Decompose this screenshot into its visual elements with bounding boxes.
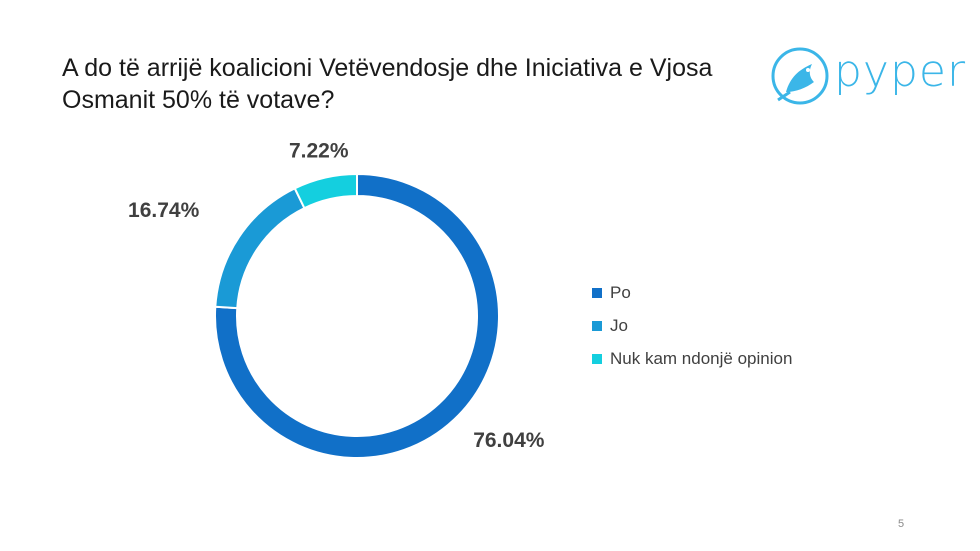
donut-slice-po bbox=[214, 172, 500, 459]
legend-label: Nuk kam ndonjë opinion bbox=[610, 348, 793, 368]
logo-text: pyper bbox=[834, 46, 967, 97]
data-label: 16.74% bbox=[128, 199, 200, 222]
donut-slice-jo bbox=[214, 187, 306, 310]
legend-swatch bbox=[592, 353, 602, 364]
data-label: 76.04% bbox=[473, 429, 545, 452]
bird-icon bbox=[771, 47, 829, 105]
page-number: 5 bbox=[898, 518, 905, 530]
legend-item: Po bbox=[592, 276, 792, 309]
chart-legend: Po Jo Nuk kam ndonjë opinion bbox=[592, 276, 792, 375]
legend-swatch bbox=[592, 287, 602, 298]
pyper-logo: pyper bbox=[768, 42, 965, 117]
data-label: 7.22% bbox=[289, 139, 349, 162]
donut-slice-nuk-kam-ndonj-opinion bbox=[293, 172, 358, 210]
legend-item: Jo bbox=[592, 309, 792, 342]
legend-item: Nuk kam ndonjë opinion bbox=[592, 342, 792, 375]
legend-label: Jo bbox=[610, 315, 628, 335]
legend-label: Po bbox=[610, 282, 631, 302]
slide-title: A do të arrijë koalicioni Vetëvendosje d… bbox=[62, 54, 713, 114]
legend-swatch bbox=[592, 320, 602, 331]
